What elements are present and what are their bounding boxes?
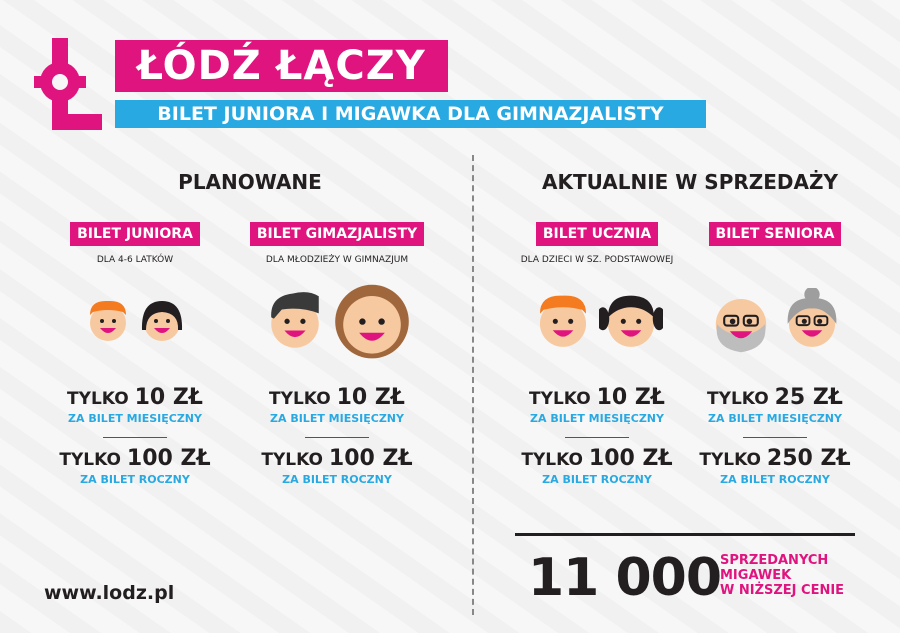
face-icon: [706, 285, 776, 359]
face-icon: [137, 295, 187, 349]
sold-caption-line: SPRZEDANYCH: [720, 553, 829, 568]
monthly-price: TYLKO 10 ZŁ: [242, 385, 432, 410]
face-icon: [531, 288, 595, 356]
price-prefix: TYLKO: [521, 450, 583, 470]
faces-illustration: [502, 277, 692, 367]
website-link[interactable]: www.lodz.pl: [44, 582, 175, 604]
yearly-price: TYLKO 100 ZŁ: [40, 446, 230, 471]
faces-illustration: [242, 277, 432, 367]
price-prefix: TYLKO: [699, 450, 761, 470]
price-prefix: TYLKO: [269, 389, 331, 409]
yearly-label: ZA BILET ROCZNY: [720, 473, 830, 486]
price-separator: [103, 437, 167, 438]
monthly-label: ZA BILET MIESIĘCZNY: [68, 412, 202, 425]
price-prefix: TYLKO: [67, 389, 129, 409]
price-value: 10 ZŁ: [596, 385, 665, 410]
faces-illustration: [40, 277, 230, 367]
price-prefix: TYLKO: [59, 450, 121, 470]
yearly-price: TYLKO 100 ZŁ: [242, 446, 432, 471]
monthly-price: TYLKO 25 ZŁ: [680, 385, 870, 410]
yearly-price: TYLKO 100 ZŁ: [502, 446, 692, 471]
ticket-description: DLA 4-6 LATKÓW: [96, 255, 174, 265]
price-value: 100 ZŁ: [328, 446, 413, 471]
ticket-label: BILET JUNIORA: [70, 222, 200, 246]
face-icon: [780, 286, 844, 356]
price-separator: [565, 437, 629, 438]
yearly-label: ZA BILET ROCZNY: [542, 473, 652, 486]
face-icon: [596, 288, 666, 356]
monthly-label: ZA BILET MIESIĘCZNY: [530, 412, 664, 425]
ticket-column: BILET SENIORA TYLKO 25 ZŁ ZA BILET MIESIĘC…: [680, 222, 870, 486]
price-prefix: TYLKO: [707, 389, 769, 409]
price-separator: [743, 437, 807, 438]
ticket-column: BILET UCZNIA DLA DZIECI W SZ. PODSTAWOWEJ…: [502, 222, 692, 486]
section-heading-current: AKTUALNIE W SPRZEDAŻY: [542, 170, 838, 194]
price-value: 10 ZŁ: [336, 385, 405, 410]
price-value: 25 ZŁ: [774, 385, 843, 410]
ticket-label: BILET UCZNIA: [535, 222, 659, 246]
ticket-description: DLA DZIECI W SZ. PODSTAWOWEJ: [520, 255, 674, 265]
face-icon: [262, 287, 328, 357]
ticket-label: BILET SENIORA: [708, 222, 842, 246]
yearly-label: ZA BILET ROCZNY: [282, 473, 392, 486]
ticket-column: BILET GIMAZJALISTY DLA MŁODZIEŻY W GIMNAZ…: [242, 222, 432, 486]
section-divider: [472, 155, 474, 615]
price-prefix: TYLKO: [529, 389, 591, 409]
lodz-logo-icon: [34, 38, 102, 130]
face-icon: [83, 295, 133, 349]
sold-count: 11 000: [528, 548, 722, 608]
price-value: 250 ZŁ: [766, 446, 851, 471]
yearly-price: TYLKO 250 ZŁ: [680, 446, 870, 471]
yearly-label: ZA BILET ROCZNY: [80, 473, 190, 486]
monthly-price: TYLKO 10 ZŁ: [40, 385, 230, 410]
sold-caption-line: MIGAWEK: [720, 568, 792, 583]
faces-illustration: [680, 277, 870, 367]
monthly-label: ZA BILET MIESIĘCZNY: [708, 412, 842, 425]
page-title: ŁÓDŹ ŁĄCZY: [115, 40, 448, 92]
ticket-description: DLA MŁODZIEŻY W GIMNAZJUM: [265, 255, 409, 265]
price-value: 10 ZŁ: [134, 385, 203, 410]
price-value: 100 ZŁ: [126, 446, 211, 471]
monthly-price: TYLKO 10 ZŁ: [502, 385, 692, 410]
ticket-column: BILET JUNIORA DLA 4-6 LATKÓW TYLKO 10 ZŁ ZA…: [40, 222, 230, 486]
ticket-description: [680, 255, 870, 267]
face-icon: [332, 280, 412, 364]
price-value: 100 ZŁ: [588, 446, 673, 471]
page-subtitle: BILET JUNIORA I MIGAWKA DLA GIMNAZJALIST…: [115, 100, 706, 128]
monthly-label: ZA BILET MIESIĘCZNY: [270, 412, 404, 425]
stats-divider: [515, 533, 855, 536]
sold-caption-line: W NIŻSZEJ CENIE: [720, 583, 845, 598]
section-heading-planned: PLANOWANE: [178, 170, 322, 194]
sold-caption: SPRZEDANYCH MIGAWEK W NIŻSZEJ CENIE: [720, 553, 844, 598]
price-separator: [305, 437, 369, 438]
ticket-label: BILET GIMAZJALISTY: [249, 222, 425, 246]
price-prefix: TYLKO: [261, 450, 323, 470]
